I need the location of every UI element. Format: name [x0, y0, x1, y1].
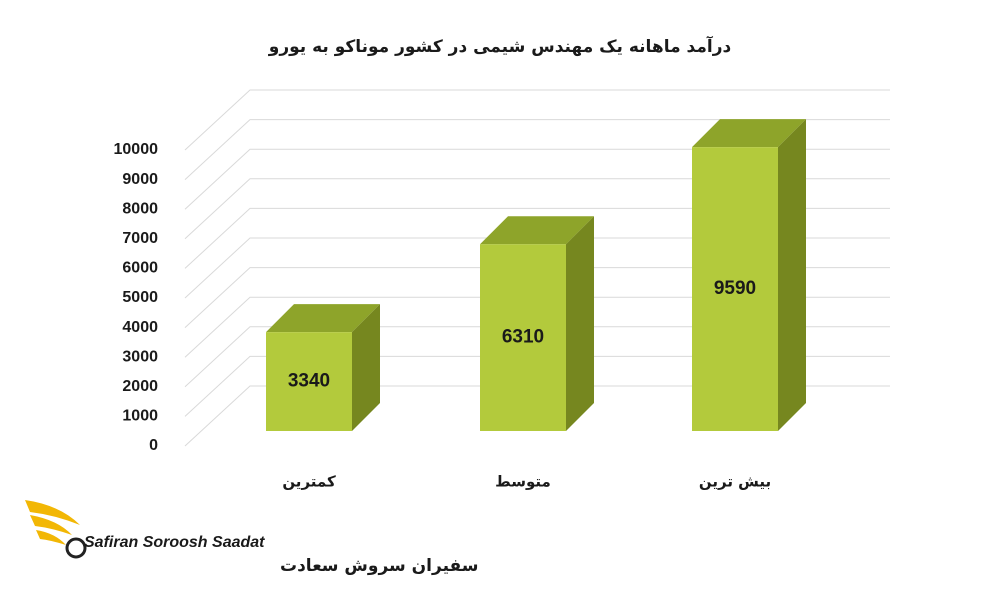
y-tick-label: 5000: [122, 289, 158, 306]
y-tick-label: 8000: [122, 200, 158, 217]
chart-title: درآمد ماهانه یک مهندس شیمی در کشور موناک…: [268, 35, 732, 57]
x-tick-label: متوسط: [495, 473, 551, 491]
grid-line: [184, 178, 890, 240]
grid-line: [184, 119, 890, 180]
grid-line: [184, 267, 890, 328]
y-tick-label: 10000: [114, 141, 159, 158]
y-tick-label: 4000: [122, 319, 158, 336]
grid-line: [184, 385, 890, 447]
bar-top: [480, 216, 594, 245]
grid-line: [184, 237, 890, 299]
value-label: 6310: [502, 327, 544, 348]
y-tick-label: 9000: [122, 171, 158, 188]
grid-line: [184, 148, 890, 210]
grid-line: [184, 207, 890, 269]
grid-line: [184, 296, 890, 358]
y-tick-label: 0: [149, 437, 158, 454]
grid-line: [184, 355, 890, 417]
bar-side: [778, 119, 806, 432]
grid-line: [184, 89, 890, 151]
grid-line: [184, 326, 890, 388]
value-label: 9590: [714, 278, 756, 299]
logo-wings: [25, 500, 80, 545]
bar-side: [566, 216, 594, 431]
y-tick-label: 7000: [122, 230, 158, 247]
logo-text-en: Safiran Soroosh Saadat: [84, 534, 265, 551]
value-label: 3340: [288, 371, 330, 392]
y-tick-label: 3000: [122, 348, 158, 365]
logo-mark: [65, 537, 87, 559]
logo-text-fa: سفیران سروش سعادت: [280, 556, 478, 576]
bar: [692, 147, 778, 432]
y-tick-label: 1000: [122, 408, 158, 425]
x-tick-label: بیش ترین: [699, 473, 771, 491]
bar-top: [692, 119, 806, 148]
bar-top: [266, 304, 380, 333]
y-tick-label: 2000: [122, 378, 158, 395]
bar-side: [352, 304, 380, 431]
bar: [266, 332, 352, 431]
logo: Safiran Soroosh Saadat سفیران سروش سعادت: [25, 500, 478, 576]
x-tick-label: کمترین: [282, 473, 336, 491]
y-tick-label: 6000: [122, 260, 158, 277]
bar: [480, 244, 566, 431]
